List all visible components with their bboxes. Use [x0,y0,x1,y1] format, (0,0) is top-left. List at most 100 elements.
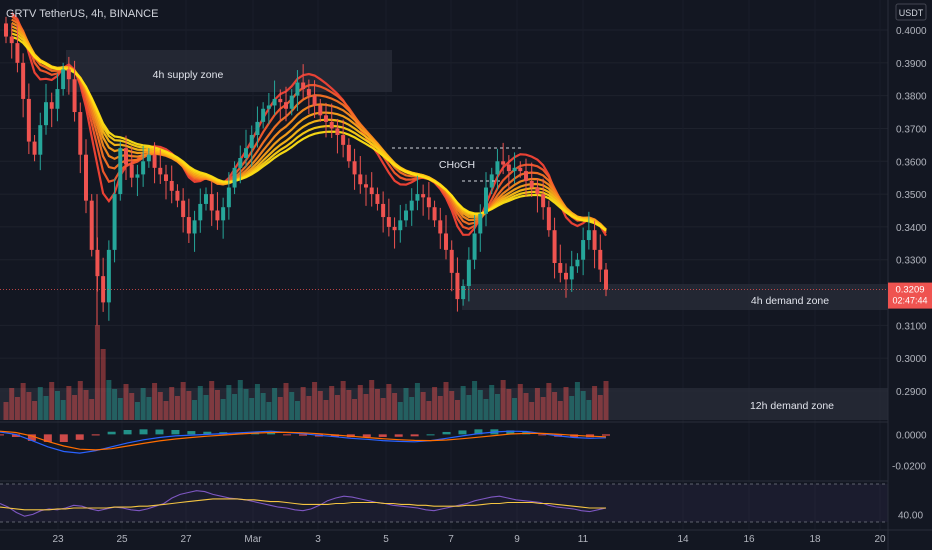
volume-bar [112,389,118,420]
candle-body [541,194,546,208]
volume-bar [477,390,483,420]
volume-bar [66,386,72,420]
time-tick-label: Mar [244,534,262,545]
macd-histogram-bar [426,434,435,436]
volume-bar [346,390,352,420]
candle-body [329,121,334,129]
volume-bar [254,384,260,420]
volume-bar [426,401,432,420]
volume-bar [174,396,180,420]
volume-bar [443,382,449,420]
candle-body [409,200,414,211]
candle-body [552,230,557,264]
candle-body [146,154,151,162]
volume-bar [460,386,466,420]
macd-histogram-bar [11,434,20,437]
currency-badge-label: USDT [899,8,924,18]
macd-histogram-bar [107,431,116,435]
macd-histogram-bar [299,434,307,436]
volume-bar [72,395,78,420]
countdown-label: 02:47:44 [892,296,927,306]
volume-bars [3,325,609,420]
price-tick-label: 0.3900 [896,59,927,70]
candle-body [44,102,48,126]
volume-bar [512,398,518,420]
volume-bar [386,384,392,420]
candle-body [489,174,494,188]
candle-body [32,141,37,155]
macd-histogram-bar [203,431,212,435]
volume-bar [49,382,55,420]
volume-bar [580,391,586,420]
choch-label: CHoCH [439,159,475,171]
candle-body [324,115,328,122]
volume-bar [472,381,478,420]
candle-body [404,210,408,221]
volume-bar [506,389,512,420]
candle-body [506,164,511,172]
time-tick-label: 5 [383,534,389,545]
volume-bar [192,400,198,420]
candle-body [449,249,454,273]
volume-bar [260,393,266,420]
time-axis[interactable]: 23 25 27 Mar 3 5 7 9 11 14 16 18 20 [0,529,932,545]
candle-body [421,194,426,198]
time-tick-label: 23 [52,534,64,545]
candle-body [501,161,506,165]
candle-body [55,89,60,109]
candle-body [478,213,483,234]
candle-body [266,105,271,109]
volume-bar [294,401,300,420]
candle-body [312,95,317,106]
price-tick-label: 0.3500 [896,190,927,201]
rsi-pane: 40.00 [0,480,923,523]
candle-body [575,259,580,267]
candle-body [198,203,203,221]
price-tick-label: 0.3800 [896,92,927,103]
volume-bar [437,396,443,420]
candle-body [158,167,163,175]
volume-bar [597,395,603,420]
macd-histogram-bar [155,429,164,435]
time-tick-label: 14 [677,534,689,545]
candle-body [152,154,157,168]
volume-bar [129,393,135,420]
candle-body [112,194,117,250]
candle-body [244,148,248,158]
volume-bar [534,388,540,420]
price-tick-label: 0.3600 [896,157,927,168]
macd-histogram-bar [139,429,148,435]
choch-annotation: CHoCH [392,147,522,182]
zone-label: 12h demand zone [750,400,834,412]
candle-body [9,36,14,44]
candle-body [301,82,306,90]
candle-body [375,194,380,204]
time-tick-label: 27 [180,534,192,545]
macd-zero-label: 0.0000 [896,430,927,441]
volume-bar [226,385,232,420]
candle-body [4,23,8,37]
candle-body [346,144,351,162]
volume-bar [357,385,363,420]
volume-bar [232,394,238,420]
volume-bar [300,387,306,420]
volume-bar [152,383,158,420]
volume-bar [186,391,192,420]
candle-body [444,233,448,250]
candle-body [341,135,346,145]
macd-histogram-bar [283,434,292,436]
candle-body [466,259,471,286]
time-tick-label: 11 [578,534,589,545]
volume-bar [546,383,552,420]
volume-bar [237,380,243,420]
volume-bar [266,402,272,420]
volume-bar [374,389,380,420]
volume-bar [489,385,495,420]
rsi-line [0,490,607,517]
symbol-header: GRTV TetherUS, 4h, BINANCE [6,8,158,20]
volume-bar [563,387,569,420]
candle-body [398,220,403,231]
candle-body [129,164,134,178]
